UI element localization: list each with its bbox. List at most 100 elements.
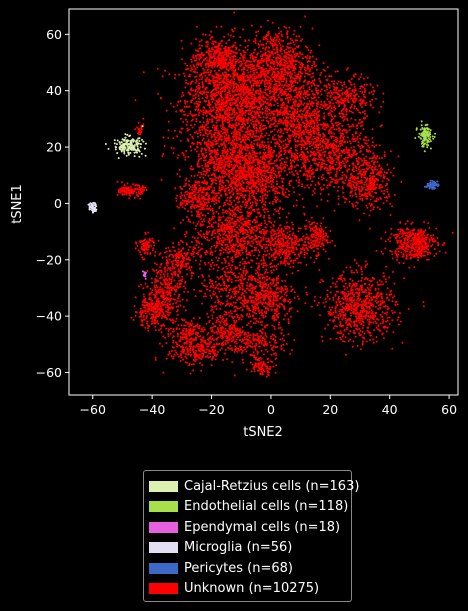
scatter-point bbox=[361, 120, 364, 123]
scatter-point bbox=[254, 38, 257, 40]
scatter-point bbox=[189, 69, 192, 72]
scatter-point bbox=[359, 195, 362, 198]
scatter-point bbox=[282, 80, 285, 83]
scatter-point bbox=[214, 81, 217, 83]
scatter-point bbox=[246, 69, 249, 72]
scatter-point bbox=[195, 86, 198, 88]
scatter-point bbox=[315, 68, 318, 71]
scatter-point bbox=[233, 199, 236, 202]
scatter-point bbox=[360, 180, 363, 183]
scatter-point bbox=[240, 52, 242, 55]
scatter-point bbox=[276, 46, 278, 49]
scatter-point bbox=[355, 167, 358, 170]
scatter-point bbox=[211, 109, 214, 112]
scatter-point bbox=[372, 86, 374, 89]
scatter-point bbox=[327, 169, 330, 172]
scatter-point bbox=[378, 157, 381, 160]
scatter-point bbox=[284, 54, 287, 57]
scatter-point bbox=[294, 81, 297, 84]
scatter-point bbox=[185, 79, 187, 82]
scatter-point bbox=[297, 45, 300, 47]
scatter-point bbox=[313, 110, 316, 113]
scatter-point bbox=[310, 119, 313, 122]
scatter-point bbox=[300, 102, 303, 105]
scatter-point bbox=[328, 100, 331, 103]
scatter-point bbox=[278, 80, 281, 83]
scatter-point bbox=[218, 119, 221, 122]
scatter-point bbox=[229, 106, 232, 109]
scatter-point bbox=[315, 99, 318, 102]
scatter-point bbox=[296, 144, 299, 147]
scatter-point bbox=[317, 96, 320, 99]
scatter-point bbox=[325, 84, 327, 87]
scatter-point bbox=[251, 118, 254, 121]
scatter-point bbox=[242, 67, 245, 69]
scatter-point bbox=[225, 86, 228, 89]
scatter-point bbox=[169, 102, 172, 105]
scatter-point bbox=[274, 33, 277, 36]
scatter-point bbox=[298, 123, 301, 126]
scatter-point bbox=[340, 139, 343, 142]
scatter-point bbox=[250, 129, 253, 132]
scatter-point bbox=[232, 96, 235, 98]
scatter-point bbox=[194, 108, 197, 111]
scatter-point bbox=[232, 30, 235, 33]
scatter-point bbox=[263, 127, 266, 130]
scatter-point bbox=[282, 140, 285, 143]
scatter-point bbox=[297, 73, 300, 76]
scatter-point bbox=[303, 140, 306, 143]
scatter-point bbox=[210, 64, 213, 67]
scatter-point bbox=[354, 153, 357, 156]
scatter-point bbox=[291, 152, 293, 155]
scatter-point bbox=[252, 120, 255, 123]
scatter-point bbox=[232, 82, 235, 85]
scatter-point bbox=[247, 99, 250, 102]
scatter-point bbox=[300, 151, 303, 154]
scatter-point bbox=[320, 93, 323, 96]
scatter-point bbox=[369, 83, 372, 86]
scatter-point bbox=[339, 132, 342, 135]
scatter-point bbox=[205, 142, 207, 145]
scatter-point bbox=[191, 80, 194, 83]
scatter-point bbox=[199, 143, 202, 146]
scatter-point bbox=[310, 122, 313, 125]
scatter-point bbox=[322, 139, 325, 142]
scatter-point bbox=[283, 49, 286, 52]
scatter-point bbox=[289, 90, 292, 93]
scatter-point bbox=[241, 110, 244, 113]
scatter-point bbox=[316, 148, 319, 151]
scatter-point bbox=[192, 89, 195, 92]
scatter-point bbox=[298, 104, 301, 107]
scatter-point bbox=[258, 79, 261, 82]
scatter-point bbox=[311, 92, 314, 95]
scatter-point bbox=[245, 74, 248, 77]
scatter-point bbox=[271, 45, 274, 48]
scatter-point bbox=[249, 80, 252, 82]
scatter-point bbox=[237, 84, 240, 87]
scatter-point bbox=[209, 140, 212, 143]
scatter-point bbox=[294, 95, 297, 98]
scatter-point bbox=[193, 65, 196, 68]
scatter-point bbox=[343, 157, 346, 160]
scatter-point bbox=[296, 125, 299, 128]
scatter-point bbox=[358, 219, 361, 222]
scatter-point bbox=[210, 50, 213, 53]
scatter-point bbox=[195, 79, 198, 81]
scatter-point bbox=[302, 87, 305, 90]
scatter-point bbox=[199, 92, 202, 95]
scatter-point bbox=[273, 134, 276, 136]
scatter-point bbox=[201, 61, 204, 63]
scatter-point bbox=[229, 87, 232, 90]
scatter-point bbox=[338, 169, 341, 172]
scatter-point bbox=[234, 124, 237, 127]
scatter-point bbox=[240, 98, 243, 100]
scatter-point bbox=[286, 143, 289, 146]
scatter-point bbox=[300, 146, 303, 149]
scatter-point bbox=[287, 93, 290, 96]
scatter-point bbox=[384, 196, 387, 199]
scatter-point bbox=[338, 152, 341, 155]
scatter-point bbox=[246, 85, 249, 88]
scatter-point bbox=[370, 90, 373, 93]
scatter-point bbox=[242, 49, 245, 52]
scatter-point bbox=[265, 132, 268, 135]
